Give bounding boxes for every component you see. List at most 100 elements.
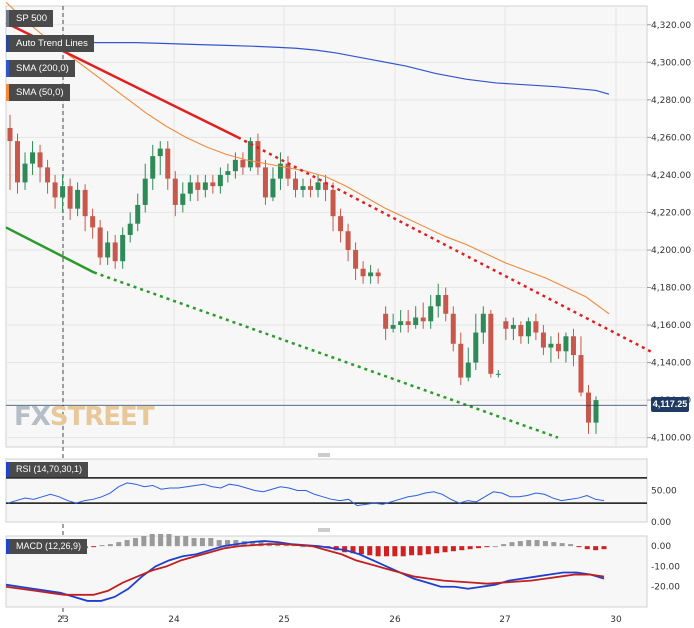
watermark-part1: FX — [14, 402, 51, 432]
macd-histogram-bar — [425, 546, 431, 555]
macd-histogram-bar — [216, 540, 222, 547]
macd-label[interactable]: MACD (12,26,9) — [6, 539, 88, 554]
candle-body — [435, 294, 441, 307]
macd-histogram-bar — [576, 546, 582, 548]
y-tick-label: 4,240.00 — [651, 171, 691, 181]
candle-body — [285, 163, 291, 179]
legend-sma50[interactable]: SMA (50,0) — [6, 84, 70, 101]
macd-y-tick-label: -10.00 — [651, 562, 680, 572]
candle-body — [262, 167, 268, 198]
macd-histogram-bar — [350, 546, 356, 554]
macd-histogram-bar — [233, 540, 239, 547]
candle-body — [165, 148, 171, 179]
candle-body — [150, 156, 156, 179]
y-tick-label: 4,320.00 — [651, 21, 691, 31]
candle-body — [540, 332, 546, 348]
macd-histogram-bar — [568, 544, 574, 547]
rsi-y-tick-label: 0.00 — [651, 518, 671, 528]
resistance-trendline-extension — [237, 136, 655, 355]
candle-body — [7, 127, 13, 142]
candle-body — [180, 193, 186, 205]
macd-histogram-bar — [149, 533, 155, 547]
candle-body — [413, 317, 419, 326]
legend-symbol[interactable]: SP 500 — [6, 10, 53, 27]
macd-y-tick-label: -20.00 — [651, 583, 680, 593]
candle-body — [368, 272, 374, 277]
candle-body — [465, 362, 471, 378]
macd-histogram-bar — [166, 533, 172, 547]
macd-histogram-bar — [367, 546, 373, 556]
legend-sma200[interactable]: SMA (200,0) — [6, 60, 75, 77]
candle-body — [578, 355, 584, 393]
candle-body — [315, 182, 321, 190]
candle-body — [45, 167, 51, 183]
candle-body — [360, 268, 366, 277]
macd-histogram-bar — [526, 540, 532, 547]
candle-body — [225, 171, 231, 175]
y-axis: 4,320.00 4,300.00 4,280.00 4,260.00 4,240.00… — [647, 21, 691, 593]
candle-body — [518, 325, 524, 337]
sma200-line — [5, 39, 610, 95]
legend-trend-lines-label: Auto Trend Lines — [16, 38, 88, 49]
macd-histogram-bar — [132, 538, 138, 547]
candle-body — [82, 189, 88, 217]
candle-body — [570, 336, 576, 356]
macd-histogram-bar — [417, 546, 423, 556]
candle-body — [443, 294, 449, 314]
candle-body — [232, 159, 238, 172]
candle-body — [270, 178, 276, 198]
macd-y-tick-label: 0.00 — [651, 542, 671, 552]
y-tick-label: 4,160.00 — [651, 321, 691, 331]
rsi-label[interactable]: RSI (14,70,30,1) — [6, 462, 89, 477]
candle-body — [338, 216, 344, 232]
candle-body — [22, 163, 28, 183]
candle-body — [292, 178, 298, 190]
macd-histogram-bar — [174, 536, 180, 547]
macd-histogram-bar — [551, 542, 557, 547]
candle-body — [525, 321, 531, 337]
y-tick-label: 4,140.00 — [651, 359, 691, 369]
candle-body — [555, 343, 561, 352]
main-plot-area[interactable] — [5, 5, 648, 448]
macd-histogram-bar — [601, 546, 607, 550]
x-tick-label: 30 — [610, 615, 622, 625]
candle-body — [37, 152, 43, 168]
macd-histogram-bar — [300, 546, 306, 548]
candle-body — [308, 186, 314, 190]
candle-body — [405, 321, 411, 326]
watermark-part2: STREET — [49, 402, 155, 432]
macd-signal-line — [5, 543, 605, 596]
macd-histogram-bar — [116, 542, 122, 547]
candle-body — [60, 186, 66, 198]
candle-body — [398, 321, 404, 326]
macd-histogram-bar — [501, 544, 507, 547]
legend-sma50-label: SMA (50,0) — [16, 87, 64, 98]
macd-histogram-bar — [91, 546, 97, 548]
candle-body — [217, 174, 223, 187]
candle-body — [105, 242, 111, 258]
panel-resize-handle[interactable] — [318, 453, 330, 457]
macd-histogram-bar — [517, 541, 523, 547]
candle-body — [563, 336, 569, 352]
candle-body — [90, 216, 96, 228]
macd-histogram-bar — [542, 541, 548, 547]
candle-body — [548, 343, 554, 348]
y-tick-label: 4,100.00 — [651, 434, 691, 444]
macd-histogram-bar — [199, 538, 205, 547]
legend-trend-lines[interactable]: Auto Trend Lines — [6, 35, 94, 52]
macd-histogram-bar — [534, 540, 540, 547]
candle-body — [210, 182, 216, 187]
candle-body — [353, 249, 359, 269]
macd-histogram-bar — [107, 544, 113, 547]
macd-histogram-bar — [392, 546, 398, 557]
candle-body — [127, 223, 133, 235]
y-tick-label: 4,280.00 — [651, 96, 691, 106]
candle-body — [52, 182, 58, 198]
panel-resize-handle[interactable] — [318, 528, 330, 532]
macd-histogram-bar — [250, 542, 256, 547]
candle-body — [473, 332, 479, 363]
rsi-plot-area[interactable] — [5, 458, 648, 523]
y-tick-label: 4,220.00 — [651, 208, 691, 218]
candle-body — [495, 373, 501, 375]
